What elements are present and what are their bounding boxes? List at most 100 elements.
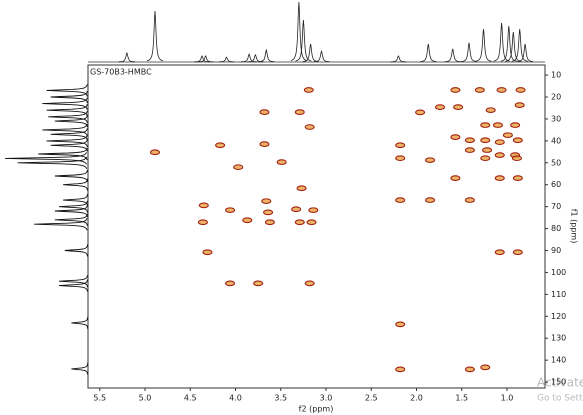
x-tick-label: 3.5 <box>274 394 287 403</box>
cross-peak <box>492 122 503 128</box>
projection-peak <box>295 19 312 62</box>
cross-peak <box>450 134 461 140</box>
cross-peak <box>202 249 213 256</box>
projection-peak <box>390 55 407 63</box>
cross-peak <box>512 249 523 256</box>
cross-peak <box>425 197 436 203</box>
projection-peak <box>4 152 87 165</box>
projection-peak <box>118 51 135 63</box>
cross-peak <box>480 155 491 162</box>
cross-peak <box>294 219 305 226</box>
y-tick-label: 100 <box>551 268 566 277</box>
cross-peak <box>395 155 406 162</box>
projection-peak <box>475 28 492 62</box>
projection-peak <box>71 362 89 375</box>
cross-peak <box>474 87 485 93</box>
projection-peak <box>64 244 89 257</box>
cross-peak <box>304 280 315 287</box>
projection-peak <box>313 49 330 63</box>
cross-peak <box>450 87 461 93</box>
cross-peak <box>464 197 475 203</box>
projection-peak <box>146 10 164 62</box>
cross-peak <box>511 155 522 162</box>
cross-peak <box>482 147 493 153</box>
projection-peak <box>444 48 461 63</box>
projection-peak <box>17 156 88 170</box>
cross-peak <box>480 137 491 144</box>
projection-peak <box>241 53 258 63</box>
x-tick-label: 4.5 <box>184 394 197 403</box>
cross-peak <box>496 87 507 93</box>
cross-peak <box>515 87 526 93</box>
projection-peak <box>46 134 88 148</box>
cross-peak <box>253 280 264 287</box>
y-tick-label: 30 <box>551 114 561 123</box>
cross-peak <box>494 175 505 181</box>
projection-peak <box>46 84 88 97</box>
cross-peak <box>303 87 314 93</box>
cross-peak <box>464 366 475 373</box>
projection-peak <box>54 213 88 226</box>
projection-peak <box>50 90 88 104</box>
projection-peak <box>58 275 88 288</box>
y-tick-label: 120 <box>551 312 566 321</box>
y-tick-label: 130 <box>551 334 566 343</box>
projection-peak <box>42 97 88 110</box>
x-tick-label: 3.0 <box>320 394 333 403</box>
projection-peak <box>511 28 528 62</box>
x-tick-label: 5.5 <box>93 394 106 403</box>
y-tick-label: 50 <box>551 158 561 167</box>
cross-peak <box>464 147 475 153</box>
cross-peak <box>215 142 226 149</box>
cross-peak <box>494 249 505 256</box>
cross-peak <box>480 122 491 128</box>
y-tick-label: 20 <box>551 93 561 102</box>
projection-peak <box>63 178 89 191</box>
cross-peak <box>259 141 270 148</box>
projection-peak <box>54 169 88 183</box>
cross-peak <box>395 142 406 149</box>
y-tick-label: 70 <box>551 202 561 211</box>
y-tick-label: 10 <box>551 71 561 80</box>
projection-peak <box>58 200 88 213</box>
cross-peak <box>149 149 161 156</box>
cross-peak <box>395 321 406 328</box>
y-tick-label: 140 <box>551 356 566 365</box>
projection-peak <box>420 43 437 62</box>
cross-peak <box>198 202 209 209</box>
cross-peak <box>494 152 505 158</box>
cross-peak <box>306 219 317 226</box>
y-tick-label: 110 <box>551 290 566 299</box>
projection-peak <box>505 31 522 62</box>
y-tick-label: 60 <box>551 180 561 189</box>
cross-peak <box>485 107 496 114</box>
cross-peak <box>512 175 523 181</box>
x-axis-title: f2 (ppm) <box>299 405 334 414</box>
projection-peak <box>218 56 235 63</box>
cross-peak <box>415 109 426 116</box>
cross-peak <box>510 122 521 128</box>
y-tick-label: 90 <box>551 246 561 255</box>
projection-peak <box>50 128 88 141</box>
y-axis-title: f1 (ppm) <box>570 209 579 244</box>
cross-peak <box>512 137 523 144</box>
projection-peak <box>48 110 88 123</box>
projection-peak <box>58 279 88 292</box>
cross-peak <box>480 364 491 371</box>
watermark: Activate <box>537 376 583 390</box>
cross-peak <box>263 209 274 216</box>
cross-peak <box>425 157 436 164</box>
cross-peak <box>395 366 406 373</box>
x-tick-label: 1.5 <box>455 394 468 403</box>
chart-title: GS-70B3-HMBC <box>90 68 152 77</box>
watermark: Go to Setti <box>537 394 583 404</box>
x-tick-label: 1.0 <box>501 394 514 403</box>
x-tick-label: 2.0 <box>410 394 423 403</box>
cross-peak <box>514 102 525 108</box>
projection-peak <box>71 316 89 329</box>
projection-peak <box>290 1 308 62</box>
projection-peak <box>38 147 88 161</box>
x-tick-label: 2.5 <box>365 394 378 403</box>
cross-peak <box>197 219 208 226</box>
